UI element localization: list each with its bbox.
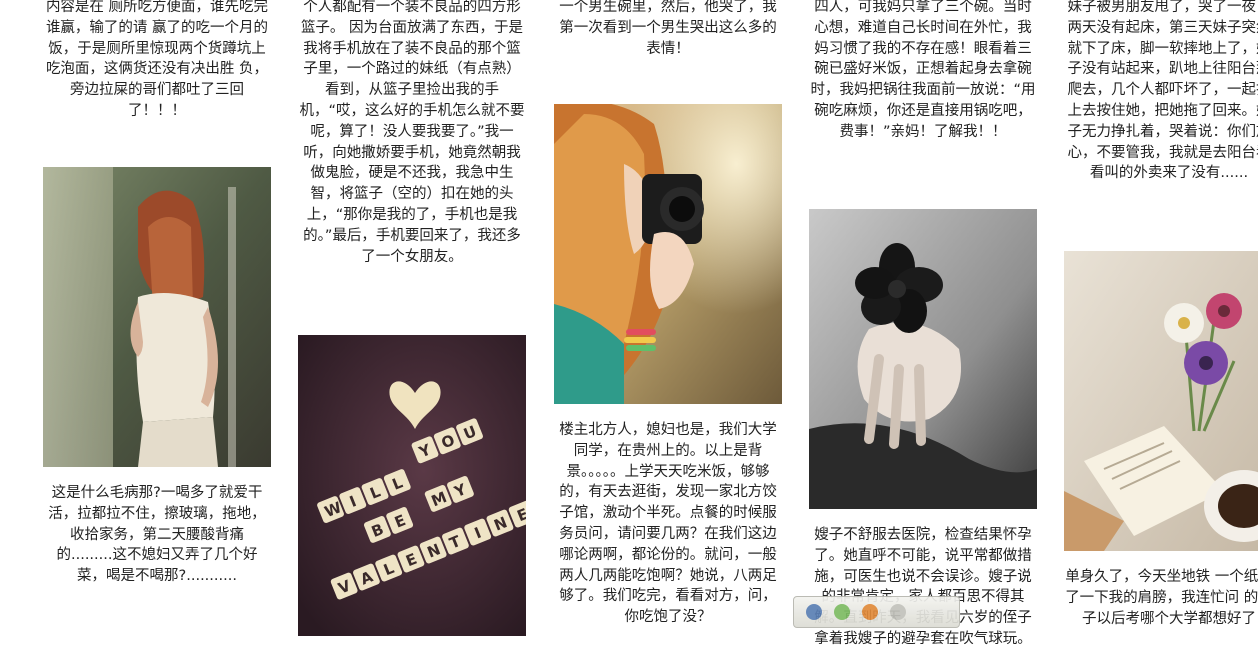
post-text: 楼主北方人，媳妇也是，我们大学同学，在贵州上的。以上是背景。。。。。上学天天吃米… [559,422,777,626]
post-text: 妹子被男朋友甩了，哭了一夜，两天没有起床，第三天妹子突然就下了床，脚一软摔地上了… [1067,0,1258,182]
svg-text:I: I [472,524,484,543]
post-image[interactable] [809,209,1037,509]
svg-text:O: O [439,431,458,452]
floating-toolbar[interactable] [793,596,960,628]
svg-text:M: M [429,488,450,510]
flower-icon [855,243,943,333]
heart-icon [389,381,441,429]
toolbar-icon-3[interactable] [862,604,878,620]
post-text: 单身久了，今天坐地铁 一个纸蹭了一下我的肩膀，我连忙问 的孩子以后考哪个大学都想… [1065,569,1258,627]
tile-word-2: Y O U [411,418,483,464]
post-text: 一个男生碗里，然后，他哭了，我第一次看到一个男生哭出这么多的表情！ [559,0,777,57]
toolbar-icon-4[interactable] [890,604,906,620]
post-image[interactable] [554,104,782,404]
tile-word-4: V A L E N T I N E ? [330,500,526,600]
post-image[interactable] [1064,251,1258,551]
post-text: 这是什么毛病那?一喝多了就爱干活，拉都拉不住，擦玻璃，拖地，收拾家务，第二天腰酸… [48,485,266,585]
post-image[interactable] [43,167,271,467]
svg-text:N: N [491,513,509,534]
flower-icon [1164,293,1242,385]
toolbar-icon-2[interactable] [834,604,850,620]
post-text: 内容是在 厕所吃方便面，谁先吃完谁赢，输了的请 赢了的吃一个月的饭，于是厕所里惊… [45,0,269,119]
tile-word-3: B E M Y [363,476,474,543]
toolbar-icon-1[interactable] [806,604,822,620]
post-image[interactable]: W I L L Y O U B E M Y V A [298,335,526,636]
svg-text:I: I [347,492,359,511]
post-text: 四人，可我妈只拿了三个碗。当时心想，难道自己长时间在外忙，我妈习惯了我的不存在感… [810,0,1036,140]
post-text: 个人都配有一个装不良品的四方形篮子。 因为台面放满了东西，于是我将手机放在了装不… [299,0,525,265]
post-text: 嫂子不舒服去医院，检查结果怀孕了。她直呼不可能，说平常都做措施，可医生也说不会误… [814,527,1032,647]
svg-text:N: N [425,540,443,561]
tile-word-1: W I L L [317,469,411,523]
svg-text:W: W [322,498,345,521]
svg-text:E: E [515,505,526,526]
